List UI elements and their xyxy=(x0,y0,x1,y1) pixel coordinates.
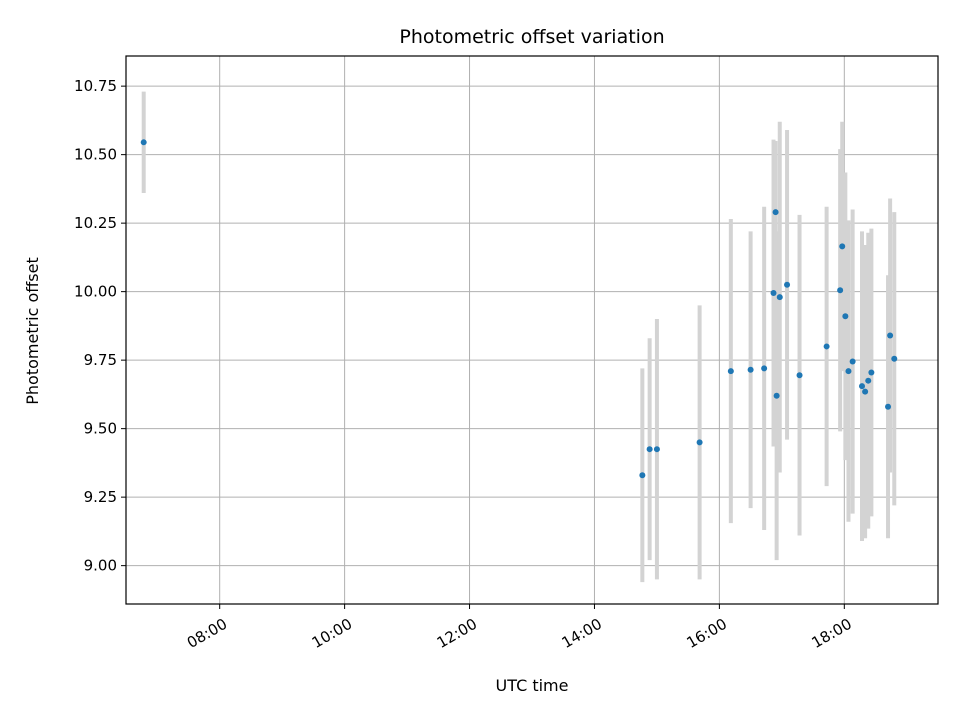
data-point xyxy=(776,294,783,301)
data-point xyxy=(784,281,791,288)
data-point xyxy=(839,243,846,250)
data-point xyxy=(646,446,653,453)
data-point xyxy=(842,313,849,320)
y-tick-label: 9.25 xyxy=(84,488,117,506)
data-point xyxy=(887,332,894,339)
y-axis-title: Photometric offset xyxy=(23,257,42,405)
data-point xyxy=(747,366,754,373)
data-point xyxy=(796,372,803,379)
data-point xyxy=(891,355,898,362)
data-point xyxy=(837,287,844,294)
data-point xyxy=(845,368,852,375)
y-axis: 9.00 9.25 9.50 9.75 10.00 10.25 10.50 10.75 xyxy=(74,77,126,575)
y-tick-label: 10.25 xyxy=(74,214,117,232)
data-points xyxy=(140,139,898,479)
data-point xyxy=(859,383,866,390)
y-tick-label: 10.75 xyxy=(74,77,117,95)
data-point xyxy=(639,472,646,479)
data-point xyxy=(868,369,875,376)
plot-frame xyxy=(125,55,939,605)
grid xyxy=(126,56,938,604)
y-tick-label: 10.00 xyxy=(74,283,117,301)
data-point xyxy=(140,139,147,146)
data-point xyxy=(849,358,856,365)
data-point xyxy=(773,392,780,399)
data-point xyxy=(761,365,768,372)
data-point xyxy=(885,403,892,410)
x-axis-title: UTC time xyxy=(496,676,569,695)
data-point xyxy=(653,446,660,453)
y-tick-label: 9.50 xyxy=(84,420,117,438)
data-point xyxy=(727,368,734,375)
data-point xyxy=(862,388,869,395)
data-point xyxy=(770,290,777,297)
y-tick-label: 9.75 xyxy=(84,351,117,369)
chart-title: Photometric offset variation xyxy=(399,26,664,48)
data-point xyxy=(696,439,703,446)
y-tick-label: 9.00 xyxy=(84,557,117,575)
data-point xyxy=(865,377,872,384)
data-point xyxy=(823,343,830,350)
y-tick-label: 10.50 xyxy=(74,146,117,164)
data-point xyxy=(772,209,779,216)
